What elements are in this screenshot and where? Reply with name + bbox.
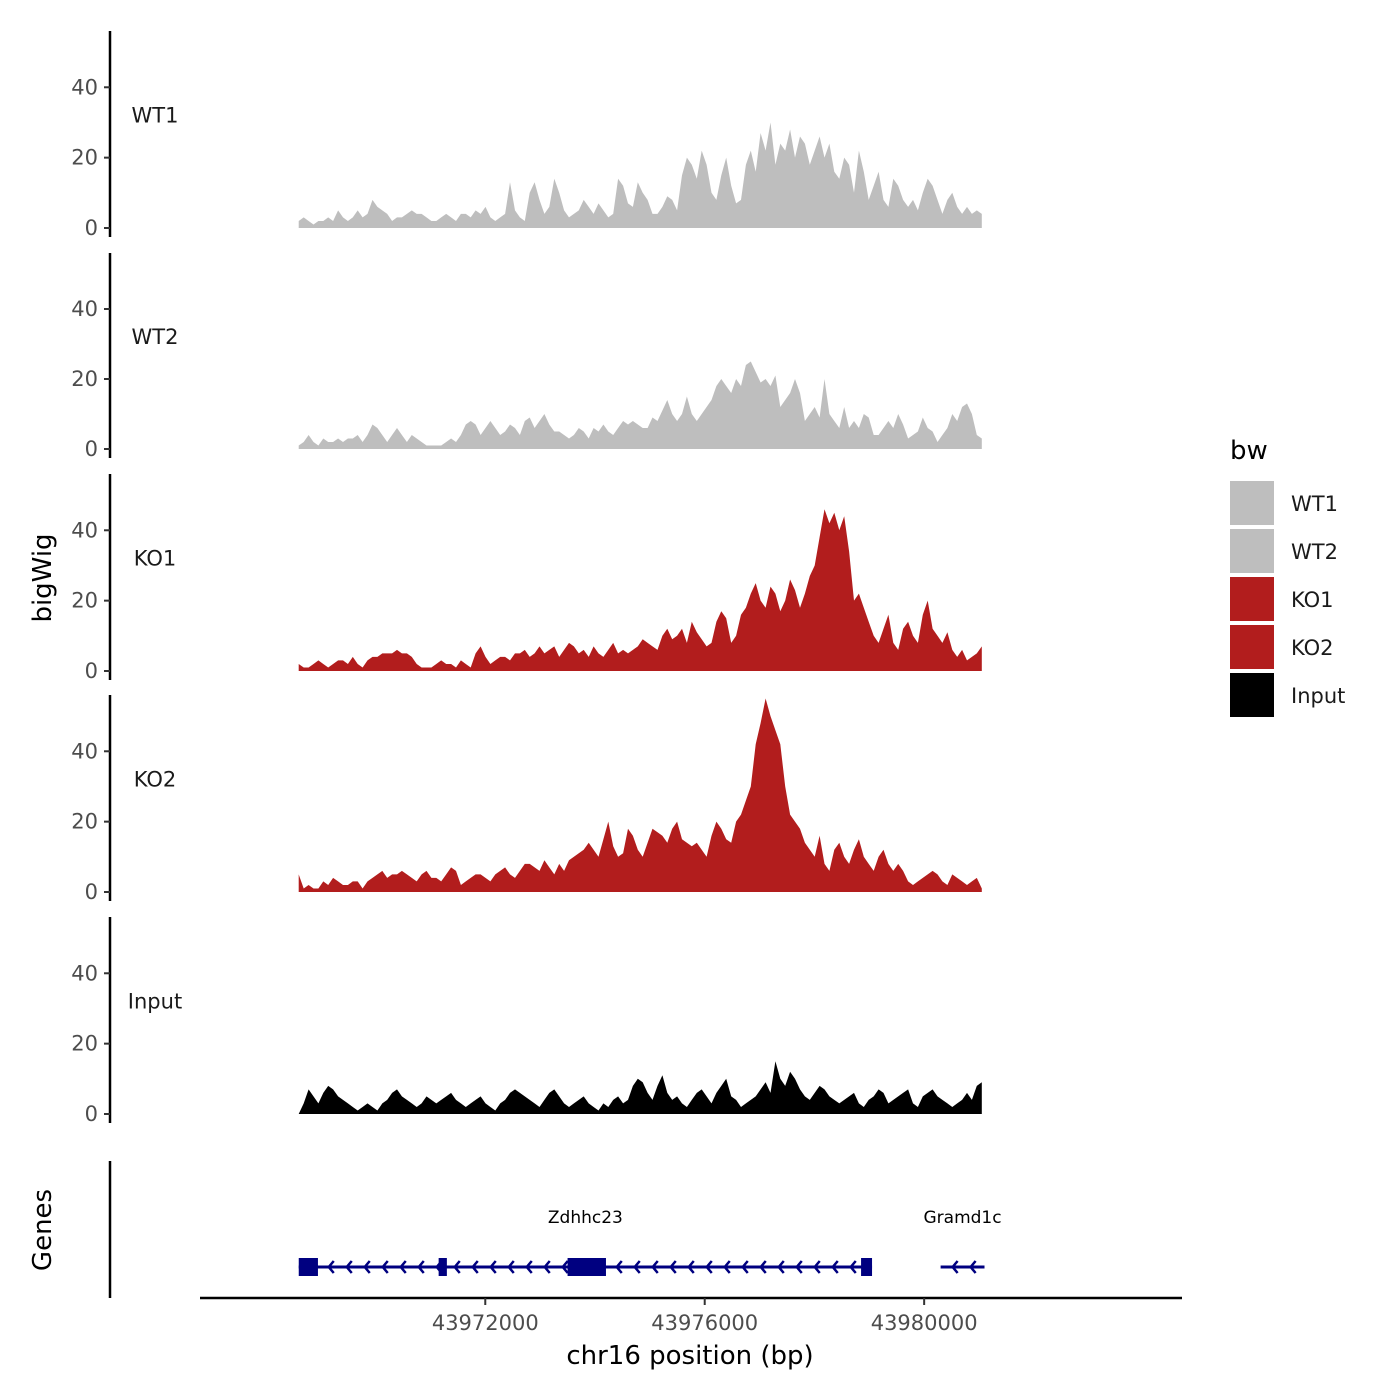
strand-arrow (363, 1260, 371, 1274)
strand-arrow (327, 1260, 335, 1274)
y-tick-label: 0 (85, 880, 98, 904)
legend-title: bw (1230, 436, 1268, 466)
track-ko2: 0 20 40 KO2 (71, 695, 982, 904)
strand-arrow (525, 1260, 533, 1274)
strand-arrow (705, 1260, 713, 1274)
track-input: 0 20 40 Input (71, 917, 982, 1126)
coverage-area-wt2 (298, 361, 982, 449)
y-tick-label: 20 (71, 367, 98, 391)
strand-arrow (759, 1260, 767, 1274)
strand-arrow (561, 1260, 569, 1274)
track-ko1: 0 20 40 KO1 (71, 474, 982, 683)
y-tick-label: 20 (71, 589, 98, 613)
strand-arrow (723, 1260, 731, 1274)
strand-arrow (453, 1260, 461, 1274)
x-tick-label: 43972000 (432, 1311, 539, 1335)
strand-arrow (489, 1260, 497, 1274)
strand-arrow (669, 1260, 677, 1274)
y-tick-label: 0 (85, 437, 98, 461)
y-tick-label: 0 (85, 216, 98, 240)
strand-arrow (345, 1260, 353, 1274)
legend-label-wt1: WT1 (1291, 492, 1338, 516)
legend-swatch-ko2 (1230, 625, 1274, 669)
strand-arrow (417, 1260, 425, 1274)
exon (567, 1258, 606, 1276)
gene-label: Gramd1c (924, 1208, 1002, 1228)
coverage-area-ko2 (298, 698, 982, 892)
bigwig-tracks: 0 20 40 WT1 0 20 40 WT2 0 20 40 KO1 0 20 40 KO2 0 20 40 Inp… (71, 31, 982, 1126)
legend-swatch-ko1 (1230, 577, 1274, 621)
x-tick-label: 43980000 (871, 1311, 978, 1335)
coverage-area-ko1 (298, 509, 982, 671)
y-tick-label: 40 (71, 739, 98, 763)
gene-label: Zdhhc23 (548, 1208, 623, 1228)
strand-arrow (399, 1260, 407, 1274)
legend-label-ko2: KO2 (1291, 636, 1334, 660)
genes-axis-title: Genes (28, 1189, 58, 1271)
coverage-area-wt1 (298, 122, 982, 228)
legend-swatch-wt1 (1230, 481, 1274, 525)
y-axis-title: bigWig (28, 533, 58, 622)
coverage-area-input (298, 1061, 982, 1114)
y-tick-label: 40 (71, 961, 98, 985)
track-label: Input (128, 989, 182, 1013)
strand-arrow (795, 1260, 803, 1274)
track-label: KO1 (134, 546, 177, 570)
strand-arrow (777, 1260, 785, 1274)
strand-arrow (651, 1260, 659, 1274)
gene-gramd1c: Gramd1c (924, 1208, 1002, 1274)
y-tick-label: 20 (71, 1032, 98, 1056)
strand-arrow (813, 1260, 821, 1274)
strand-arrow (968, 1260, 977, 1274)
exon (438, 1258, 447, 1276)
y-tick-label: 20 (71, 810, 98, 834)
track-label: KO2 (134, 767, 177, 791)
x-axis: 43972000 43976000 43980000 (200, 1296, 1182, 1335)
exon (861, 1258, 873, 1276)
strand-arrow (831, 1260, 839, 1274)
strand-arrow (741, 1260, 749, 1274)
strand-arrow (633, 1260, 641, 1274)
strand-arrow (950, 1260, 959, 1274)
x-axis-title: chr16 position (bp) (566, 1341, 813, 1371)
strand-arrow (381, 1260, 389, 1274)
y-tick-label: 40 (71, 297, 98, 321)
y-tick-label: 40 (71, 75, 98, 99)
legend: bw WT1 WT2 KO1 KO2 Input (1230, 436, 1345, 717)
legend-label-ko1: KO1 (1291, 588, 1334, 612)
track-label: WT2 (132, 325, 179, 349)
strand-arrow (507, 1260, 515, 1274)
legend-label-wt2: WT2 (1291, 540, 1338, 564)
strand-arrow (849, 1260, 857, 1274)
track-wt2: 0 20 40 WT2 (71, 253, 982, 461)
legend-label-input: Input (1291, 684, 1345, 708)
gene-panel: Zdhhc23 Gramd1c (108, 1161, 1002, 1298)
legend-swatch-input (1230, 673, 1274, 717)
strand-arrow (543, 1260, 551, 1274)
legend-swatch-wt2 (1230, 529, 1274, 573)
y-tick-label: 0 (85, 1102, 98, 1126)
exon (298, 1258, 318, 1276)
y-tick-label: 20 (71, 146, 98, 170)
track-label: WT1 (132, 103, 179, 127)
gene-zdhhc23: Zdhhc23 (298, 1208, 873, 1276)
x-tick-label: 43976000 (651, 1311, 758, 1335)
strand-arrow (687, 1260, 695, 1274)
y-tick-label: 0 (85, 659, 98, 683)
strand-arrow (471, 1260, 479, 1274)
track-wt1: 0 20 40 WT1 (71, 31, 982, 240)
strand-arrow (615, 1260, 623, 1274)
y-tick-label: 40 (71, 518, 98, 542)
